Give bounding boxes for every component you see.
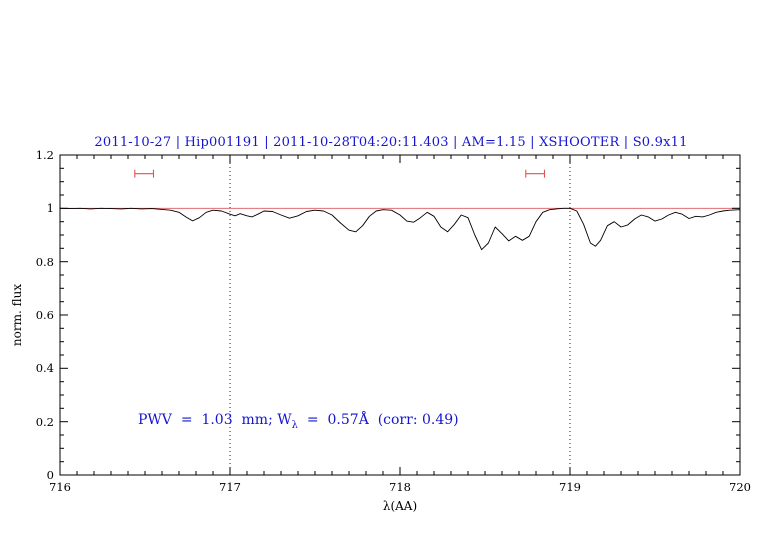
plot-title: 2011-10-27 | Hip001191 | 2011-10-28T04:2… <box>94 135 688 150</box>
x-tick-label: 716 <box>49 480 71 494</box>
y-tick-label: 0 <box>46 468 54 482</box>
x-tick-label: 717 <box>219 480 241 494</box>
y-tick-label: 1 <box>46 201 54 216</box>
y-tick-label: 0.8 <box>35 254 54 269</box>
x-axis-label: λ(AA) <box>382 499 418 513</box>
y-tick-label: 1.2 <box>35 148 54 162</box>
pwv-annotation: PWV = 1.03 mm; Wλ = 0.57Å (corr: 0.49) <box>138 412 459 431</box>
spectrum-line <box>59 207 741 251</box>
x-tick-label: 720 <box>729 480 751 494</box>
pwv-annotation-text: PWV = 1.03 mm; W <box>138 412 292 428</box>
pwv-annotation-text-2: = 0.57Å (corr: 0.49) <box>297 412 459 428</box>
x-tick-label: 719 <box>559 480 581 494</box>
lambda-subscript: λ <box>291 419 298 431</box>
y-tick-label: 0.6 <box>35 308 54 322</box>
y-tick-label: 0.4 <box>35 361 54 376</box>
x-tick-label: 718 <box>389 480 411 494</box>
y-tick-label: 0.2 <box>35 414 54 429</box>
